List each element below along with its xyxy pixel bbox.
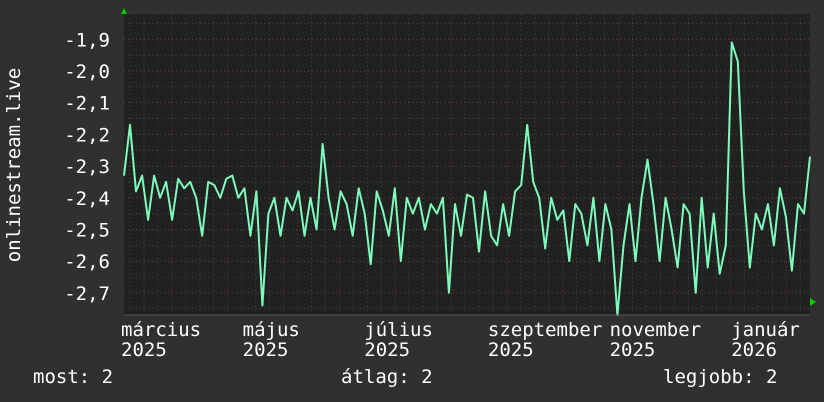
x-tick-label: május 2025 [243, 319, 300, 361]
y-tick-label: -1,9 [64, 29, 110, 51]
y-tick-label: -2,6 [64, 251, 110, 273]
y-axis-arrow-icon [121, 8, 127, 14]
y-tick-label: -2,0 [64, 61, 110, 83]
legend-max: legjobb: 2 [663, 366, 778, 388]
x-tick-label: július 2025 [364, 319, 433, 361]
x-tick-label: január 2026 [731, 319, 800, 361]
plot-area [124, 14, 810, 315]
legend-average: átlag: 2 [341, 366, 433, 388]
series-line [123, 41, 811, 316]
x-tick-label: szeptember 2025 [488, 319, 602, 361]
y-tick-label: -2,7 [64, 283, 110, 305]
legend-current: most: 2 [33, 366, 114, 388]
x-tick-label: március 2025 [121, 319, 201, 361]
y-axis-ticks: -1,9 -2,0 -2,1 -2,2 -2,3 -2,4 -2,5 -2,6 -2,7 [64, 29, 110, 304]
y-tick-label: -2,2 [64, 124, 110, 146]
y-tick-label: -2,4 [64, 188, 110, 210]
y-tick-label: -2,5 [64, 219, 110, 241]
x-axis-arrow-icon [810, 298, 816, 306]
y-tick-label: -2,1 [64, 93, 110, 115]
x-tick-label: november 2025 [610, 319, 702, 361]
x-axis-ticks: március 2025 május 2025 július 2025 szeptember… [121, 319, 800, 361]
y-tick-label: -2,3 [64, 156, 110, 178]
y-axis-label: onlinestream.live [3, 68, 25, 262]
